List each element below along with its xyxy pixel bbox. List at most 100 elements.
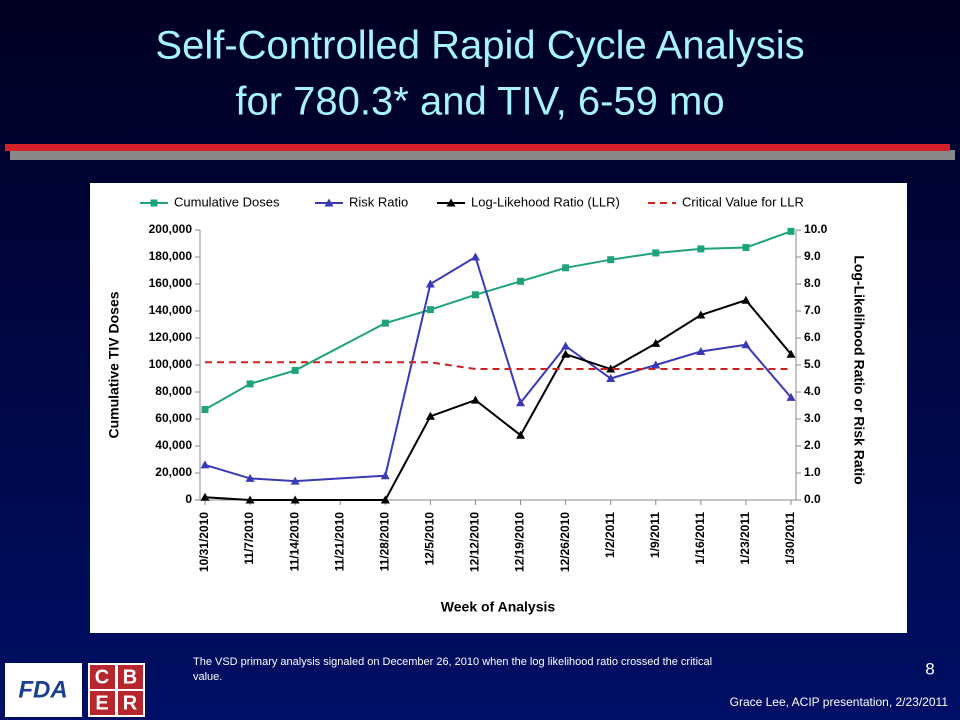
point <box>380 495 390 504</box>
footnote: The VSD primary analysis signaled on Dec… <box>193 656 712 668</box>
point <box>291 366 299 374</box>
footnote: value. <box>193 671 222 683</box>
point <box>651 360 661 369</box>
y2-tick-label: 5.0 <box>804 357 821 371</box>
x-tick-label: 11/7/2010 <box>242 512 256 565</box>
y2-tick-label: 1.0 <box>804 465 821 479</box>
y2-tick-label: 6.0 <box>804 330 821 344</box>
x-axis-title: Week of Analysis <box>441 599 556 615</box>
cber-letter: E <box>95 692 108 714</box>
point <box>741 295 751 304</box>
y-tick-label: 60,000 <box>155 411 192 425</box>
point <box>425 411 435 420</box>
legend-label: Risk Ratio <box>349 194 408 209</box>
point <box>290 476 300 485</box>
x-tick-label: 11/21/2010 <box>332 512 346 572</box>
point <box>697 245 705 253</box>
point <box>380 471 390 480</box>
y2-tick-label: 7.0 <box>804 303 821 317</box>
y-tick-label: 100,000 <box>149 357 193 371</box>
x-tick-label: 12/5/2010 <box>423 512 437 566</box>
y-tick-label: 120,000 <box>149 330 193 344</box>
point <box>381 319 389 327</box>
x-tick-label: 10/31/2010 <box>197 512 211 572</box>
x-tick-label: 1/9/2011 <box>648 512 662 558</box>
point <box>245 495 255 504</box>
title-line: Self-Controlled Rapid Cycle Analysis <box>155 24 804 68</box>
y-tick-label: 80,000 <box>155 384 192 398</box>
point <box>426 306 434 314</box>
point <box>246 380 254 388</box>
y-tick-label: 20,000 <box>155 465 192 479</box>
y-tick-label: 0 <box>185 492 192 506</box>
x-tick-label: 1/2/2011 <box>603 512 617 558</box>
cber-cell <box>90 665 115 689</box>
y2-tick-label: 2.0 <box>804 438 821 452</box>
legend-marker <box>446 198 456 207</box>
cber-cell <box>90 691 115 715</box>
y-tick-label: 180,000 <box>149 249 193 263</box>
x-tick-label: 1/16/2011 <box>693 512 707 565</box>
point <box>651 338 661 347</box>
chart: 0 20,000 40,000 60,000 80,000 100,000 120,000 1… <box>106 194 868 614</box>
point <box>470 395 480 404</box>
point <box>517 277 525 285</box>
y2-tick-label: 10.0 <box>804 222 828 236</box>
page-number: 8 <box>925 659 934 678</box>
y2-tick-label: 0.0 <box>804 492 821 506</box>
point <box>741 340 751 349</box>
y2-tick-label: 4.0 <box>804 384 821 398</box>
point <box>696 347 706 355</box>
point <box>742 244 750 252</box>
point <box>200 460 210 469</box>
cber-letter: R <box>123 692 138 714</box>
point <box>245 473 255 482</box>
y2-tick-label: 3.0 <box>804 411 821 425</box>
point <box>201 406 209 414</box>
y-tick-label: 40,000 <box>155 438 192 452</box>
fda-logo-box <box>5 663 82 717</box>
legend-label: Critical Value for LLR <box>682 194 804 209</box>
point <box>470 252 480 261</box>
point <box>471 291 479 299</box>
x-tick-label: 11/28/2010 <box>377 512 391 572</box>
series-line <box>205 361 791 371</box>
legend-label: Log-Likehood Ratio (LLR) <box>471 194 620 209</box>
point <box>561 341 571 350</box>
point <box>516 398 526 407</box>
x-tick-label: 1/23/2011 <box>738 512 752 565</box>
x-tick-label: 1/30/2011 <box>783 512 797 565</box>
point <box>786 392 796 401</box>
point <box>696 310 706 319</box>
point <box>652 249 660 257</box>
point <box>606 364 616 373</box>
point <box>561 349 571 358</box>
y2-axis-title: Log-Likelihood Ratio or Risk Ratio <box>851 255 867 484</box>
cber-letter: C <box>95 666 109 688</box>
title-line: for 780.3* and TIV, 6-59 mo <box>235 80 724 124</box>
point <box>787 227 795 235</box>
legend-marker <box>150 199 158 207</box>
point <box>607 256 615 264</box>
y-tick-label: 160,000 <box>149 276 193 290</box>
title-rule <box>5 144 950 151</box>
point <box>786 349 796 358</box>
point <box>200 492 210 501</box>
rule-shadow <box>10 150 955 160</box>
legend-label: Cumulative Doses <box>174 194 280 209</box>
x-tick-label: 12/12/2010 <box>468 512 482 572</box>
fda-logo: FDA <box>18 676 67 703</box>
chart-panel <box>90 183 907 633</box>
cber-cell <box>118 691 143 715</box>
y-tick-label: 140,000 <box>149 303 193 317</box>
y-tick-label: 200,000 <box>149 222 193 236</box>
y2-tick-label: 9.0 <box>804 249 821 263</box>
point <box>606 374 616 382</box>
point <box>562 264 570 272</box>
y-axis-title: Cumulative TIV Doses <box>106 291 122 438</box>
x-tick-label: 12/19/2010 <box>513 512 527 572</box>
credit: Grace Lee, ACIP presentation, 2/23/2011 <box>730 695 949 709</box>
point <box>290 495 300 504</box>
cber-letter: B <box>123 666 137 688</box>
